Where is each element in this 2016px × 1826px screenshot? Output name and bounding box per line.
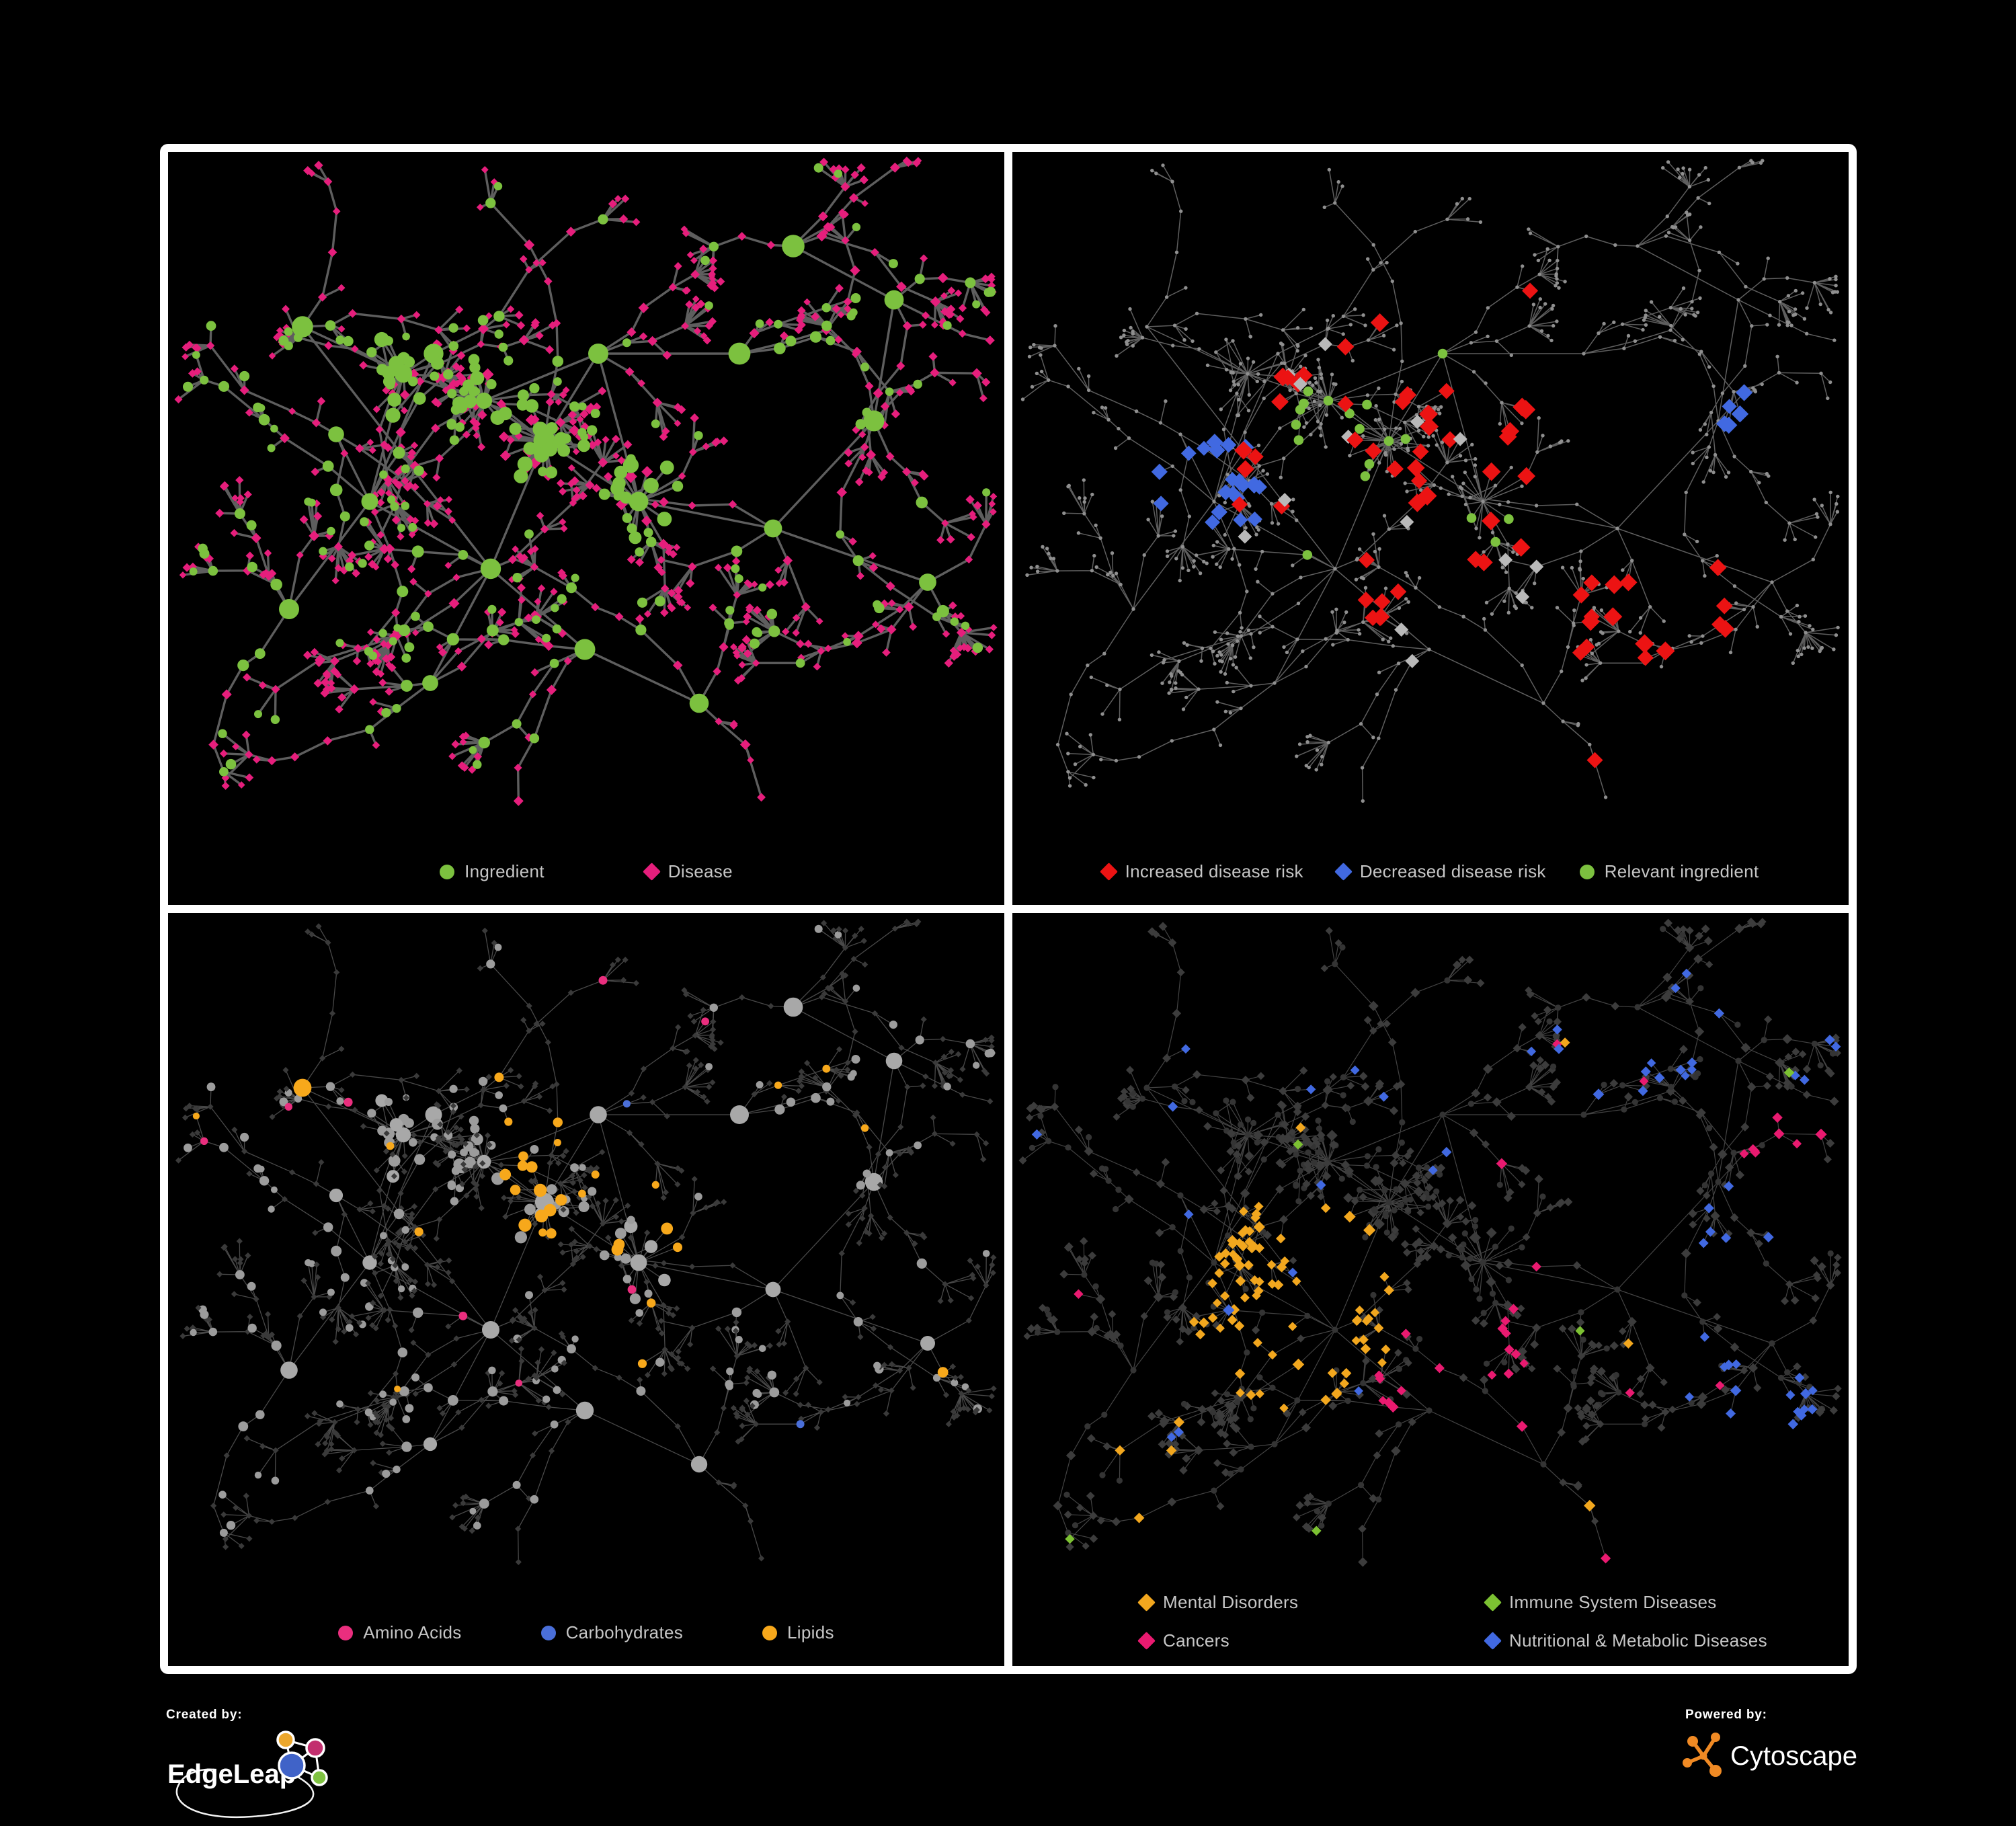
diamond-swatch-icon bbox=[1484, 1632, 1502, 1650]
panel-nutrient-classes: Amino Acids Carbohydrates Lipids bbox=[168, 913, 1004, 1666]
legend-item-nutritional-metabolic-diseases: Nutritional & Metabolic Diseases bbox=[1484, 1630, 1767, 1651]
edgeleap-swoosh-icon bbox=[175, 1768, 315, 1819]
network-graph-disease-classes bbox=[1018, 917, 1842, 1567]
diamond-swatch-icon bbox=[1137, 1632, 1156, 1650]
legend-nutrient-classes: Amino Acids Carbohydrates Lipids bbox=[168, 1622, 1004, 1643]
legend-label: Carbohydrates bbox=[565, 1622, 684, 1642]
diamond-swatch-icon bbox=[1484, 1593, 1502, 1612]
panel-grid: Ingredient Disease Increased disease risk… bbox=[160, 144, 1857, 1674]
legend-item-disease: Disease bbox=[642, 861, 733, 882]
legend-item-amino-acids: Amino Acids bbox=[338, 1622, 461, 1643]
network-graph-ingredient-disease bbox=[174, 157, 998, 806]
legend-item-lipids: Lipids bbox=[762, 1622, 834, 1643]
legend-ingredient-disease: Ingredient Disease bbox=[168, 861, 1004, 882]
edgeleap-node-magenta bbox=[305, 1738, 325, 1758]
legend-label: Increased disease risk bbox=[1125, 861, 1303, 881]
legend-item-increased-disease-risk: Increased disease risk bbox=[1099, 861, 1303, 882]
legend-item-cancers: Cancers bbox=[1137, 1630, 1486, 1651]
legend-item-mental-disorders: Mental Disorders bbox=[1137, 1592, 1486, 1613]
network-graph-nutrient-classes bbox=[175, 918, 997, 1565]
edgeleap-node-green bbox=[311, 1769, 328, 1786]
network-graph-disease-risk bbox=[1020, 159, 1840, 803]
legend-item-decreased-disease-risk: Decreased disease risk bbox=[1334, 861, 1546, 882]
legend-label: Mental Disorders bbox=[1163, 1592, 1299, 1612]
legend-label: Immune System Diseases bbox=[1509, 1592, 1717, 1612]
edgeleap-logo-text: EdgeLeap bbox=[167, 1759, 296, 1789]
legend-label: Disease bbox=[668, 861, 733, 881]
circle-swatch-icon bbox=[1579, 864, 1595, 879]
panel-disease-risk: Increased disease risk Decreased disease … bbox=[1012, 152, 1849, 905]
circle-swatch-icon bbox=[762, 1625, 778, 1640]
edgeleap-node-blue bbox=[278, 1751, 306, 1780]
legend-label: Nutritional & Metabolic Diseases bbox=[1509, 1630, 1767, 1651]
circle-swatch-icon bbox=[540, 1625, 556, 1640]
cytoscape-logo-text: Cytoscape bbox=[1730, 1741, 1857, 1771]
legend-item-ingredient: Ingredient bbox=[440, 861, 545, 882]
legend-label: Decreased disease risk bbox=[1359, 861, 1546, 881]
diamond-swatch-icon bbox=[1099, 863, 1118, 881]
edgeleap-node-orange bbox=[276, 1731, 295, 1749]
legend-disease-classes: Mental Disorders Immune System Diseases Ca… bbox=[1137, 1592, 1767, 1651]
legend-label: Cancers bbox=[1163, 1630, 1229, 1651]
circle-swatch-icon bbox=[440, 864, 455, 879]
panel-disease-classes: Mental Disorders Immune System Diseases Ca… bbox=[1012, 913, 1849, 1666]
legend-item-carbohydrates: Carbohydrates bbox=[540, 1622, 684, 1643]
legend-item-immune-system-diseases: Immune System Diseases bbox=[1484, 1592, 1767, 1613]
created-by-label: Created by: bbox=[166, 1708, 243, 1722]
cytoscape-network-nodes bbox=[1683, 1733, 1722, 1777]
edgeleap-logo: EdgeLeap bbox=[167, 1731, 328, 1819]
legend-label: Ingredient bbox=[465, 861, 545, 881]
diamond-swatch-icon bbox=[1137, 1593, 1156, 1612]
diamond-swatch-icon bbox=[1334, 863, 1353, 881]
legend-label: Relevant ingredient bbox=[1604, 861, 1759, 881]
cytoscape-logo: Cytoscape bbox=[1683, 1733, 1857, 1777]
circle-swatch-icon bbox=[338, 1625, 354, 1640]
panel-ingredient-disease: Ingredient Disease bbox=[168, 152, 1004, 905]
diamond-swatch-icon bbox=[642, 863, 661, 881]
legend-label: Lipids bbox=[787, 1622, 834, 1642]
legend-disease-risk: Increased disease risk Decreased disease … bbox=[1012, 861, 1849, 882]
legend-item-relevant-ingredient: Relevant ingredient bbox=[1579, 861, 1759, 882]
powered-by-label: Powered by: bbox=[1685, 1708, 1767, 1722]
legend-label: Amino Acids bbox=[363, 1622, 462, 1642]
